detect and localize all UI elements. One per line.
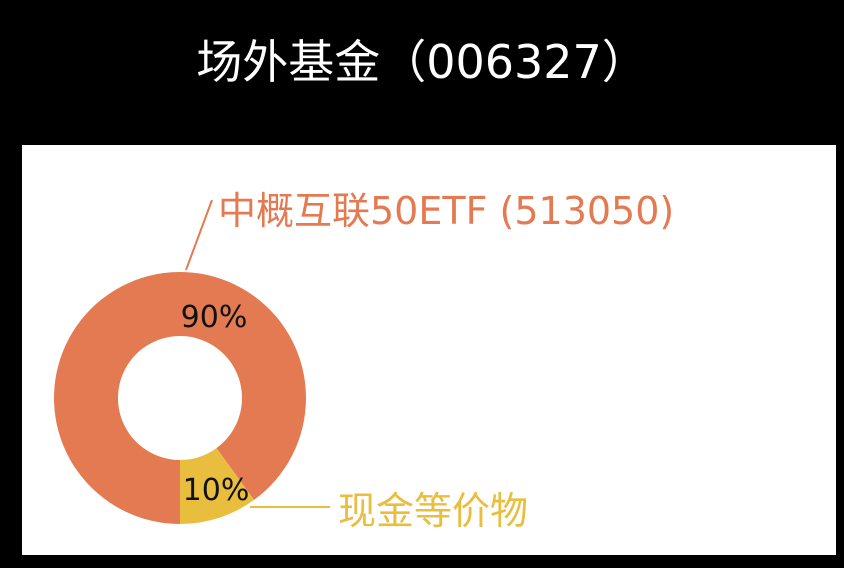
category-label-etf: 中概互联50ETF (513050) (218, 189, 674, 233)
data-label-90: 90% (181, 300, 248, 335)
leader-line-etf (186, 200, 212, 270)
category-label-cash: 现金等价物 (338, 489, 528, 533)
data-label-10: 10% (183, 473, 250, 508)
